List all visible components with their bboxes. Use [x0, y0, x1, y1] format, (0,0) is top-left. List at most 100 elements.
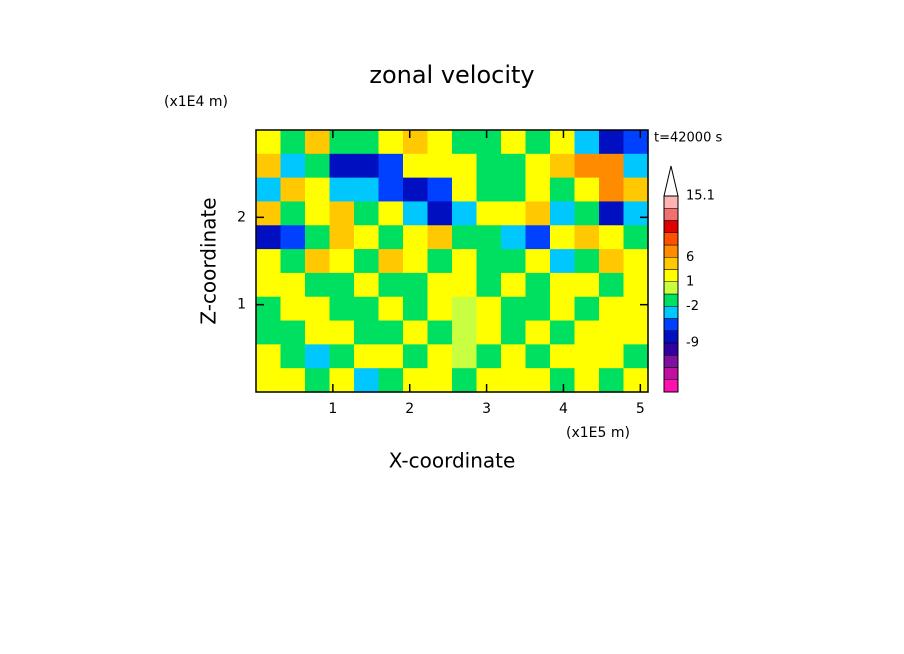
field-cell — [256, 225, 282, 250]
field-cell — [378, 249, 404, 274]
field-cell — [574, 249, 600, 274]
field-cell — [599, 320, 625, 345]
field-cell — [501, 249, 527, 274]
chart-title: zonal velocity — [369, 61, 534, 89]
field-cell — [280, 153, 306, 179]
field-cell — [280, 320, 306, 345]
field-cell — [550, 130, 576, 155]
field-cell — [452, 320, 478, 345]
field-cell — [329, 201, 355, 226]
field-cell — [354, 201, 380, 226]
field-cell — [354, 368, 380, 393]
field-cell — [403, 344, 429, 369]
field-cell — [452, 225, 478, 250]
colorbar-extend — [663, 165, 679, 197]
field-cell — [501, 225, 527, 250]
field-cell — [378, 130, 404, 155]
field-cell — [476, 272, 502, 298]
field-cell — [403, 320, 429, 345]
colorbar-tick-label: 6 — [686, 250, 694, 265]
colorbar-swatch — [663, 220, 679, 233]
field-cell — [599, 225, 625, 250]
field-cell — [550, 153, 576, 179]
field-cell — [354, 177, 380, 203]
field-cell — [329, 272, 355, 298]
field-cell — [550, 368, 576, 393]
time-label: t=42000 s — [654, 131, 722, 146]
field-cell — [599, 249, 625, 274]
field-cell — [550, 344, 576, 369]
field-cell — [354, 272, 380, 298]
field-cell — [452, 177, 478, 203]
field-cell — [574, 130, 600, 155]
field-cell — [305, 320, 331, 345]
field-cell — [329, 177, 355, 203]
field-cell — [427, 320, 453, 345]
field-cell — [256, 249, 282, 274]
field-cell — [623, 225, 649, 250]
colorbar-swatch — [663, 367, 679, 380]
y-tick-label: 2 — [237, 209, 246, 225]
field-cell — [427, 272, 453, 298]
field-cell — [256, 368, 282, 393]
field-cell — [525, 225, 551, 250]
field-cell — [256, 344, 282, 369]
field-cell — [354, 225, 380, 250]
field-cell — [525, 368, 551, 393]
field-cell — [525, 272, 551, 298]
field-cell — [403, 296, 429, 322]
field-cell — [280, 130, 306, 155]
field-cell — [623, 201, 649, 226]
field-cell — [476, 177, 502, 203]
colorbar-swatch — [663, 269, 679, 282]
field-cell — [256, 201, 282, 226]
field-cell — [623, 272, 649, 298]
field-cell — [354, 296, 380, 322]
field-cell — [550, 249, 576, 274]
field-cell — [378, 368, 404, 393]
colorbar-swatch — [663, 293, 679, 307]
colorbar-tick-label: -2 — [686, 299, 699, 314]
field-cell — [452, 201, 478, 226]
field-cell — [476, 153, 502, 179]
field-cell — [550, 177, 576, 203]
x-tick-label: 5 — [636, 401, 645, 417]
field-cell — [525, 249, 551, 274]
field-cell — [525, 344, 551, 369]
field-cell — [354, 153, 380, 179]
field-cell — [329, 249, 355, 274]
field-cell — [378, 201, 404, 226]
field-cell — [378, 177, 404, 203]
field-cell — [599, 272, 625, 298]
field-cell — [403, 130, 429, 155]
field-cell — [623, 368, 649, 393]
field-cell — [305, 249, 331, 274]
field-cell — [574, 225, 600, 250]
field-cell — [574, 201, 600, 226]
field-cell — [525, 130, 551, 155]
field-cell — [501, 177, 527, 203]
field-cell — [305, 272, 331, 298]
colorbar-tick-label: 1 — [686, 274, 694, 289]
y-unit: (x1E4 m) — [164, 94, 228, 110]
field-cell — [427, 368, 453, 393]
field-cell — [501, 130, 527, 155]
field-cell — [329, 320, 355, 345]
field-cell — [280, 249, 306, 274]
field-cell — [403, 153, 429, 179]
field-cell — [525, 296, 551, 322]
field-cell — [550, 225, 576, 250]
field-cell — [501, 368, 527, 393]
field-cell — [452, 368, 478, 393]
field-cell — [599, 177, 625, 203]
field-cell — [599, 130, 625, 155]
field-cell — [525, 177, 551, 203]
field-cell — [599, 296, 625, 322]
field-cell — [427, 249, 453, 274]
field-cell — [256, 296, 282, 322]
field-cell — [329, 344, 355, 369]
colorbar-swatch — [663, 281, 679, 295]
field-cell — [403, 201, 429, 226]
